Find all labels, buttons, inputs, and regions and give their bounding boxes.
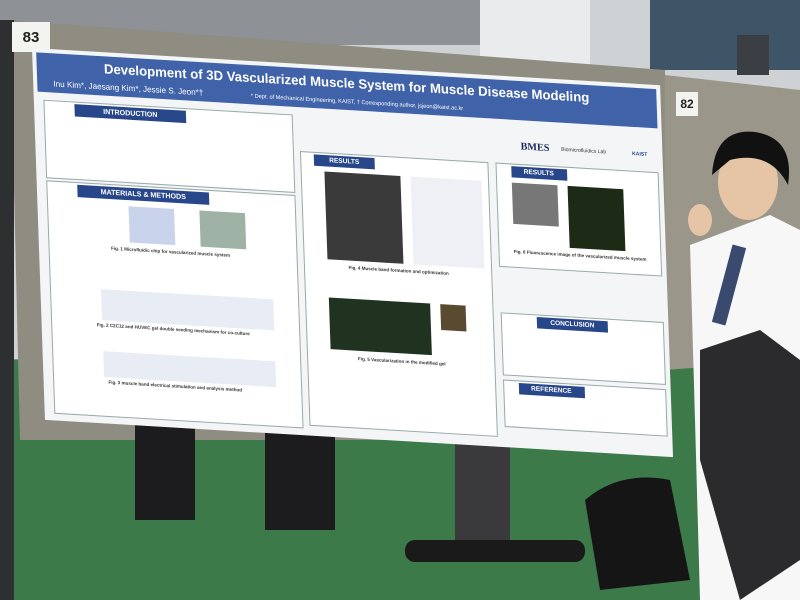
- panel: [43, 99, 296, 193]
- section-title: CONCLUSION: [550, 320, 595, 330]
- section-title: REFERENCE: [531, 386, 572, 395]
- section-header: [511, 166, 568, 181]
- logo: BMES: [520, 141, 549, 154]
- backpack: [585, 477, 690, 590]
- panel: [500, 312, 666, 386]
- logo: Biomicrofluidics Lab: [561, 147, 606, 156]
- person-tie: [711, 244, 747, 326]
- window: [650, 0, 800, 70]
- section-header: [518, 383, 586, 399]
- figure: [511, 182, 559, 227]
- poster-tube: [405, 540, 585, 562]
- poster: Development of 3D Vascularized Muscle Sy…: [32, 48, 674, 458]
- figure: [440, 304, 467, 332]
- logo: KAIST: [632, 151, 648, 158]
- figure: [324, 171, 404, 264]
- person-jacket: [700, 330, 800, 600]
- section-header: [74, 104, 187, 124]
- section-title: RESULTS: [329, 157, 360, 166]
- title-bar: [36, 52, 658, 129]
- figure: [103, 351, 277, 388]
- section-title: INTRODUCTION: [103, 108, 158, 119]
- section-title: RESULTS: [524, 169, 555, 178]
- figure: [410, 176, 485, 269]
- board-number: 82: [680, 97, 694, 111]
- person-hair: [712, 131, 790, 185]
- figure: [101, 289, 275, 331]
- figure: [199, 210, 247, 250]
- section-header: [313, 154, 375, 170]
- person-legs: [135, 410, 195, 520]
- board-number-tag: [12, 22, 50, 52]
- figure: [128, 206, 176, 246]
- sign: [737, 35, 769, 75]
- board-number: 83: [23, 29, 40, 46]
- person-hand: [688, 204, 712, 236]
- section-header: [536, 317, 609, 333]
- figure: [567, 185, 626, 252]
- person-face: [718, 144, 778, 220]
- section-header: [77, 184, 210, 205]
- figure: [328, 297, 432, 356]
- figure-caption: Fig. 4 Muscle band formation and optimiz…: [348, 265, 449, 276]
- board-frame: [0, 20, 14, 600]
- figure-caption: Fig. 5 Vascularization in the modified g…: [358, 356, 446, 366]
- board-number-tag: [676, 92, 698, 116]
